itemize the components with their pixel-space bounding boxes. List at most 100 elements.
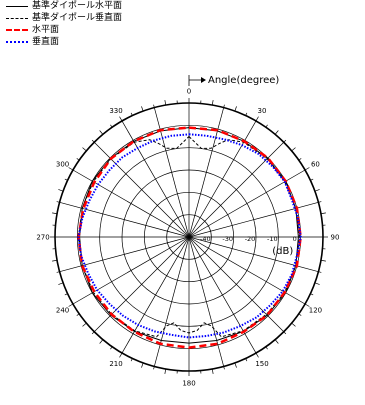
outer-tick <box>223 366 225 370</box>
outer-tick <box>110 346 113 350</box>
legend-swatch <box>6 17 28 19</box>
outer-tick <box>320 259 326 262</box>
angle-tick-label: 60 <box>311 161 320 169</box>
outer-tick <box>56 271 60 273</box>
series-line <box>77 126 302 349</box>
legend-swatch <box>6 41 28 43</box>
angle-gridline <box>94 142 190 238</box>
angle-tick-label: 240 <box>56 307 69 315</box>
outer-tick <box>265 346 268 350</box>
outer-tick <box>283 331 287 335</box>
legend-swatch <box>6 5 28 7</box>
outer-tick <box>291 322 296 327</box>
angle-gridline <box>188 169 306 238</box>
angle-gridline <box>188 236 225 367</box>
outer-tick <box>211 100 214 106</box>
outer-tick <box>153 366 155 370</box>
legend-item: 基準ダイポール垂直面 <box>6 12 196 24</box>
angle-gridline <box>94 236 190 332</box>
angle-tick-label: 90 <box>331 234 340 242</box>
radial-tick-label: -10 <box>267 235 278 243</box>
axis-title: Angle(degree) <box>208 75 279 86</box>
outer-tick <box>245 358 248 362</box>
legend-item: 垂直面 <box>6 36 196 48</box>
radial-unit-label: (dB) <box>272 246 293 257</box>
radial-tick-label: -20 <box>245 235 256 243</box>
outer-tick <box>304 303 310 307</box>
radial-tick-label: -30 <box>222 235 233 243</box>
angle-tick-label: 0 <box>187 88 191 96</box>
angle-gridline <box>188 236 257 354</box>
legend-label: 基準ダイポール水平面 <box>32 1 123 11</box>
outer-tick <box>274 130 279 135</box>
outer-tick <box>211 368 214 374</box>
legend-item: 水平面 <box>6 24 196 36</box>
outer-tick <box>234 106 237 112</box>
outer-tick <box>314 189 320 192</box>
outer-tick <box>58 282 64 285</box>
outer-tick <box>318 201 322 203</box>
angle-tick-label: 270 <box>36 234 49 242</box>
outer-tick <box>58 189 64 192</box>
legend-label: 垂直面 <box>32 37 60 47</box>
outer-tick <box>76 313 80 316</box>
angle-gridline <box>72 236 190 305</box>
outer-tick <box>304 167 310 171</box>
outer-tick <box>320 212 326 215</box>
outer-tick <box>283 139 287 143</box>
legend-item: 基準ダイポール水平面 <box>6 0 196 12</box>
outer-tick <box>130 358 133 362</box>
outer-tick <box>274 339 279 344</box>
outer-tick <box>310 178 314 181</box>
outer-tick <box>141 362 144 368</box>
outer-tick <box>298 313 302 316</box>
outer-tick <box>64 178 68 181</box>
angle-tick-label: 210 <box>109 360 122 368</box>
angle-gridline <box>59 236 190 273</box>
series-line <box>77 133 302 339</box>
outer-tick <box>52 212 58 215</box>
outer-tick <box>82 147 87 152</box>
outer-tick <box>298 158 302 161</box>
legend-label: 基準ダイポール垂直面 <box>32 13 123 23</box>
outer-tick <box>99 130 104 135</box>
angle-tick-label: 120 <box>309 307 322 315</box>
outer-tick <box>82 322 87 327</box>
outer-tick <box>56 201 60 203</box>
outer-tick <box>314 282 320 285</box>
series-layer <box>77 126 302 349</box>
angle-gridline <box>188 142 284 238</box>
legend: 基準ダイポール水平面 基準ダイポール垂直面 水平面垂直面 <box>6 0 196 48</box>
outer-tick <box>265 124 268 128</box>
angle-tick-label: 300 <box>56 161 69 169</box>
angle-tick-label: 30 <box>258 107 267 115</box>
outer-tick <box>130 112 133 116</box>
outer-tick <box>164 368 167 374</box>
outer-tick <box>91 139 95 143</box>
angle-gridline <box>121 236 190 354</box>
outer-tick <box>255 116 259 122</box>
outer-tick <box>119 116 123 122</box>
outer-tick <box>68 303 74 307</box>
outer-tick <box>310 293 314 296</box>
angle-gridline <box>121 120 190 238</box>
outer-tick <box>153 104 155 108</box>
outer-tick <box>99 339 104 344</box>
outer-tick <box>141 106 144 112</box>
outer-tick <box>245 112 248 116</box>
outer-tick <box>68 167 74 171</box>
outer-tick <box>110 124 113 128</box>
radial-tick-label: 0 <box>293 235 297 243</box>
outer-tick <box>234 362 237 368</box>
angle-gridline <box>188 236 284 332</box>
legend-label: 水平面 <box>32 25 60 35</box>
angle-tick-label: 180 <box>182 380 195 388</box>
angle-gridline <box>59 201 190 238</box>
angle-tick-label: 150 <box>255 360 268 368</box>
outer-tick <box>223 104 225 108</box>
legend-swatch <box>6 29 28 31</box>
outer-tick <box>64 293 68 296</box>
radial-tick-label: -40 <box>200 235 211 243</box>
angle-tick-label: 330 <box>109 107 122 115</box>
